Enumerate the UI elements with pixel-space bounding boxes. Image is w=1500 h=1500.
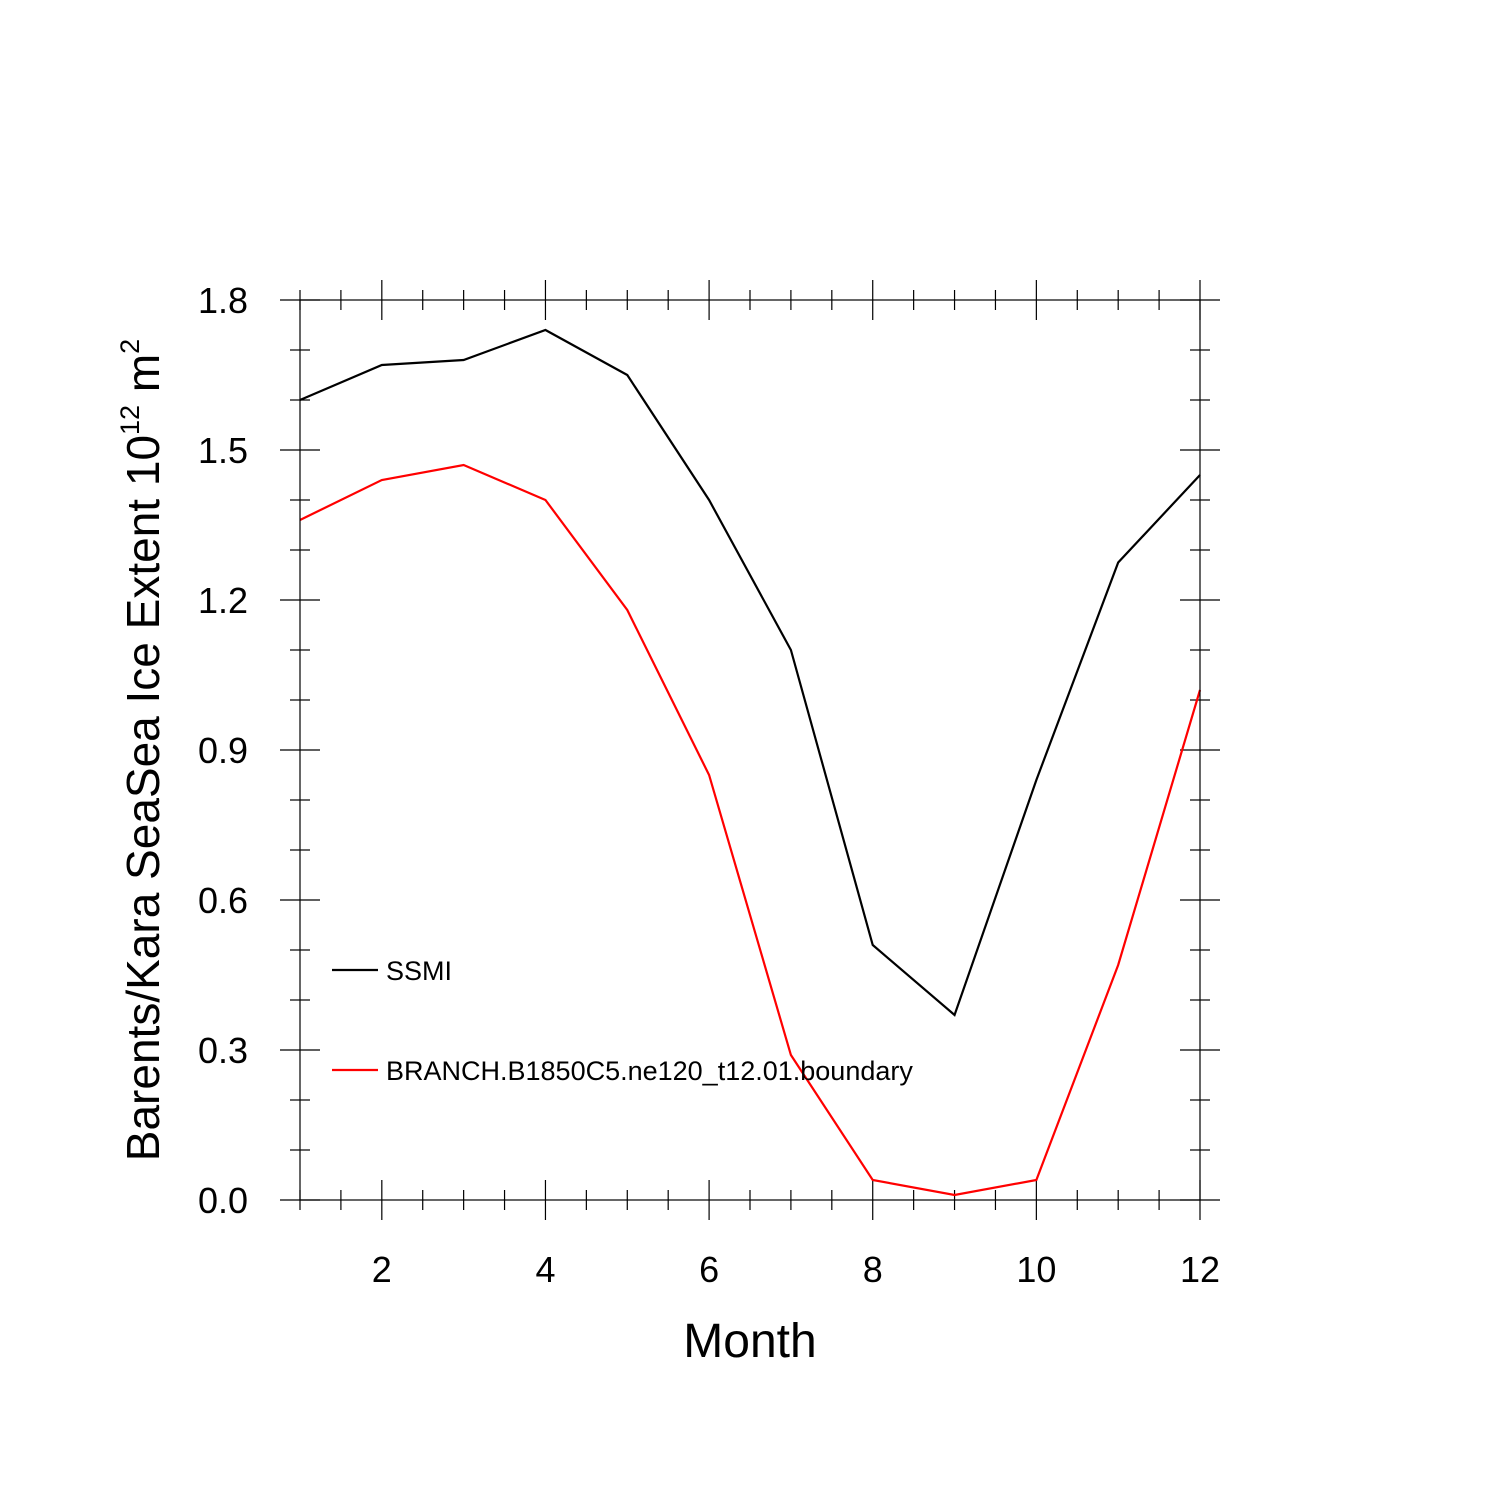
y-tick-label: 0.0 <box>198 1180 248 1221</box>
legend-label: SSMI <box>386 956 452 986</box>
tick-labels: 2 4 6 8 10 12 0.0 0.3 0.6 0.9 1.2 1.5 1.8 <box>198 280 1220 1290</box>
plot-frame <box>299 299 1201 1201</box>
axis-ticks <box>280 280 1220 1220</box>
series-lines <box>299 328 1202 1197</box>
x-tick-label: 12 <box>1180 1249 1220 1290</box>
y-axis-title-unit: m <box>117 354 169 405</box>
series-line-1 <box>299 328 1201 1017</box>
y-axis-title: Barents/Kara SeaSea Ice Extent 1012 m2 <box>115 339 169 1161</box>
x-tick-label: 4 <box>535 1249 555 1290</box>
y-axis-title-base: Barents/Kara SeaSea Ice Extent 10 <box>117 435 169 1161</box>
y-tick-label: 1.5 <box>198 430 248 471</box>
legend-label: BRANCH.B1850C5.ne120_t12.01.boundary <box>386 1056 913 1086</box>
y-tick-label: 1.8 <box>198 280 248 321</box>
legend: SSMI BRANCH.B1850C5.ne120_t12.01.boundary <box>332 956 913 1086</box>
y-tick-label: 0.6 <box>198 880 248 921</box>
y-axis-title-exponent: 12 <box>115 405 145 435</box>
y-tick-label: 0.9 <box>198 730 248 771</box>
x-tick-label: 2 <box>372 1249 392 1290</box>
x-axis-title: Month <box>683 1315 816 1368</box>
x-tick-label: 6 <box>699 1249 719 1290</box>
x-tick-label: 10 <box>1016 1249 1056 1290</box>
y-axis-title-unit-exponent: 2 <box>115 339 145 354</box>
y-tick-label: 1.2 <box>198 580 248 621</box>
y-tick-label: 0.3 <box>198 1030 248 1071</box>
series-line-2 <box>299 463 1202 1197</box>
x-tick-label: 8 <box>863 1249 883 1290</box>
